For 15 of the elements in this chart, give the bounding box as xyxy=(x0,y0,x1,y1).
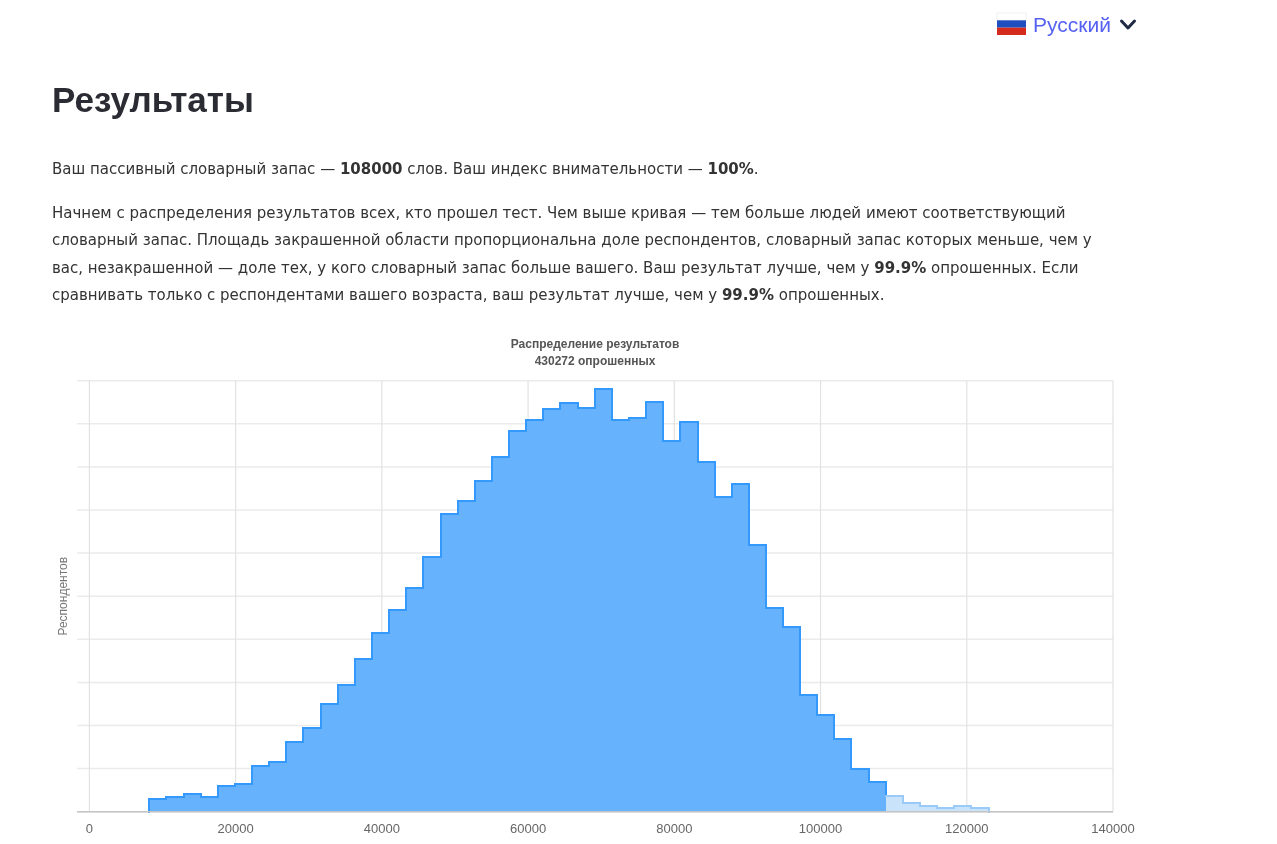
chart-title: Распределение результатов xyxy=(510,337,680,351)
text: Начнем с распределения результатов всех, кто прошел тест. Чем выше кривая — тем больше людей имеют соответствующий словарный запас. Площадь закрашенной области пропорциональна доле респондентов, словарный запас которых меньше, чем у вас, незакрашенной — доле тех, у кого словарный запас больше вашего. Ваш результат лучше, чем у 99.9% опрошенных. Если сравнивать только с респондентами вашего возраста, ваш результат лучше, чем у 99.9% опрошенных. xyxy=(52,204,1092,305)
chart-subtitle: 430272 опрошенных xyxy=(534,354,656,368)
x-tick-label: 60000 xyxy=(510,821,547,836)
text: Ваш пассивный словарный запас — 108000 слов. Ваш индекс внимательности — 100%. xyxy=(52,159,760,180)
x-tick-label: 100000 xyxy=(798,821,843,836)
y-axis-title: Респондентов xyxy=(56,556,70,636)
text: Русский xyxy=(1033,12,1111,38)
x-tick-label: 140000 xyxy=(1091,821,1135,836)
text: Результаты xyxy=(52,79,254,121)
x-tick-label: 40000 xyxy=(363,821,400,836)
x-tick-label: 120000 xyxy=(945,821,989,836)
x-tick-label: 80000 xyxy=(656,821,693,836)
x-tick-label: 20000 xyxy=(217,821,254,836)
x-tick-label: 0 xyxy=(85,821,94,836)
